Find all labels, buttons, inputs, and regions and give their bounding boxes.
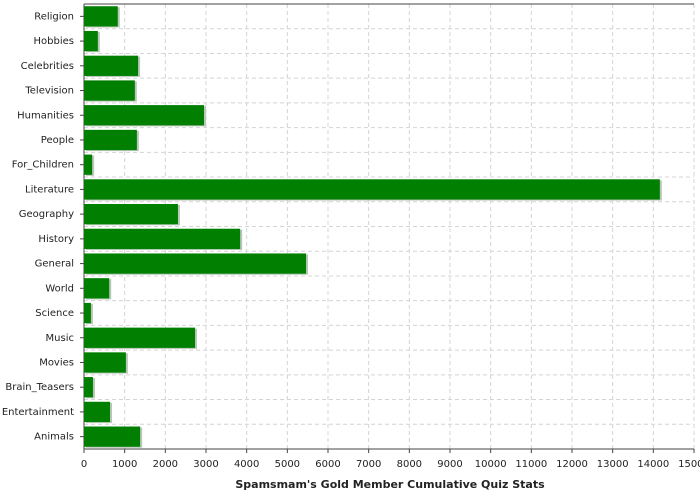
bar	[84, 352, 126, 373]
x-tick-label: 14000	[637, 459, 669, 470]
bar	[84, 228, 241, 249]
x-tick-label: 15000	[678, 459, 700, 470]
y-tick-label: Humanities	[17, 110, 74, 121]
bar	[84, 401, 111, 423]
bar	[84, 30, 98, 52]
bar	[84, 80, 135, 101]
y-tick-label: Television	[24, 86, 74, 97]
bar	[84, 377, 93, 398]
x-tick-label: 1000	[112, 459, 137, 470]
x-tick-label: 12000	[556, 459, 588, 470]
bar	[84, 105, 204, 126]
x-tick-label: 13000	[597, 459, 629, 470]
y-tick-label: World	[45, 283, 74, 294]
y-tick-label: Hobbies	[34, 36, 74, 47]
bar	[84, 55, 139, 76]
y-tick-label: History	[38, 234, 74, 245]
y-tick-label: Religion	[34, 11, 74, 22]
bar	[84, 278, 110, 299]
y-tick-label: Movies	[39, 357, 74, 368]
y-tick-label: Geography	[19, 209, 74, 220]
x-tick-label: 9000	[437, 459, 462, 470]
bar	[84, 204, 178, 225]
y-tick-label: General	[35, 259, 74, 270]
y-tick-label: For_Children	[12, 160, 74, 171]
x-tick-label: 4000	[234, 459, 259, 470]
y-tick-label: Animals	[34, 432, 74, 443]
x-tick-label: 6000	[315, 459, 340, 470]
bar	[84, 6, 118, 27]
y-tick-label: Entertainment	[2, 407, 74, 418]
y-tick-label: Science	[35, 308, 74, 319]
y-tick-label: Brain_Teasers	[5, 382, 74, 393]
y-tick-label: People	[41, 135, 74, 146]
x-tick-label: 2000	[153, 459, 178, 470]
y-tick-label: Literature	[25, 184, 74, 195]
x-tick-label: 3000	[193, 459, 218, 470]
x-tick-label: 5000	[275, 459, 300, 470]
x-axis-title: Spamsmam's Gold Member Cumulative Quiz S…	[235, 478, 545, 491]
bar	[84, 253, 307, 274]
bar	[84, 129, 137, 151]
y-tick-label: Celebrities	[21, 61, 74, 72]
x-tick-label: 7000	[356, 459, 381, 470]
bar	[84, 179, 660, 200]
x-tick-label: 8000	[397, 459, 422, 470]
x-tick-label: 11000	[515, 459, 547, 470]
bar	[84, 327, 196, 348]
x-tick-label: 0	[81, 459, 87, 470]
bar	[84, 154, 93, 175]
y-tick-label: Music	[46, 333, 74, 344]
x-tick-label: 10000	[475, 459, 507, 470]
bar	[84, 426, 141, 447]
bar	[84, 302, 91, 324]
